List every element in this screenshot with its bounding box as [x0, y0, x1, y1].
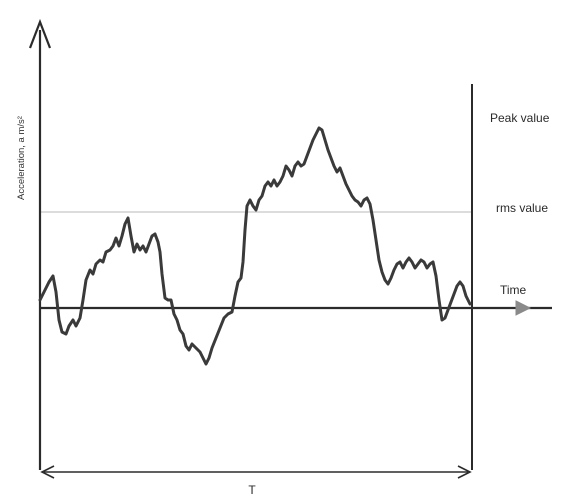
- period-arrow-right: [457, 465, 472, 479]
- time-axis-label: Time: [500, 283, 527, 297]
- period-arrow-left: [40, 465, 55, 479]
- acceleration-signal: [38, 126, 472, 366]
- peak-value-label: Peak value: [490, 111, 550, 125]
- y-axis-label: Acceleration, a m/s²: [16, 116, 27, 200]
- y-axis-arrow: [28, 18, 52, 49]
- period-label: T: [248, 483, 256, 497]
- time-axis-arrow: [515, 300, 532, 316]
- rms-value-label: rms value: [496, 201, 548, 215]
